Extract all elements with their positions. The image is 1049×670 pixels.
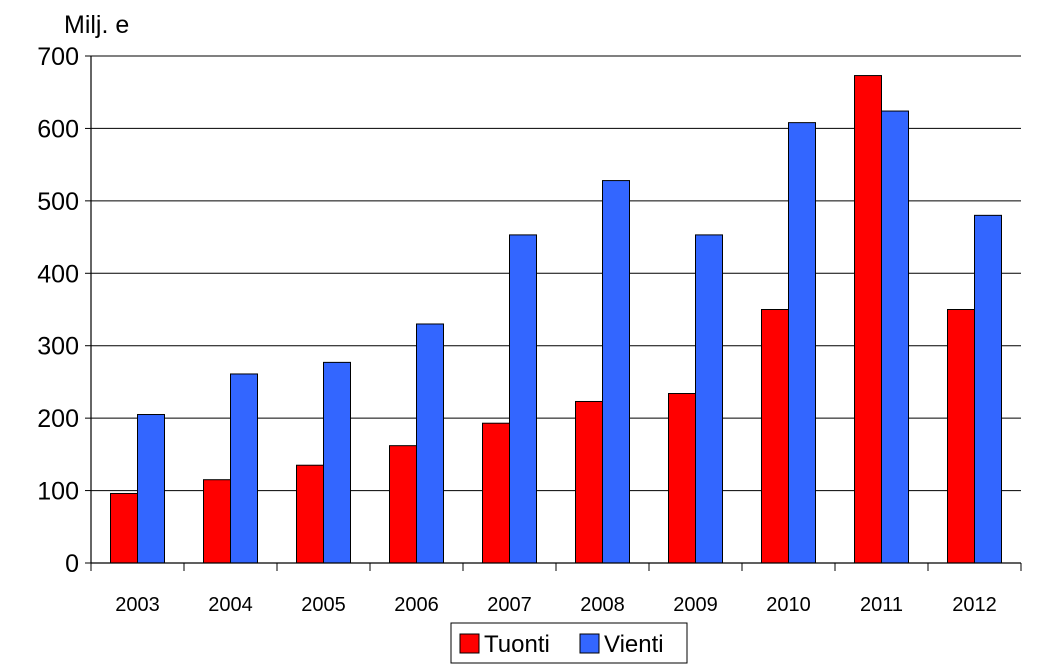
bar-tuonti-2011: [854, 75, 882, 564]
bar-vienti-2010: [788, 122, 816, 564]
x-tick-label: 2009: [673, 594, 718, 616]
bar-series: [110, 75, 1002, 564]
y-tick-label: 300: [37, 333, 79, 361]
x-tick-label: 2004: [208, 594, 253, 616]
x-tick-label: 2006: [394, 594, 439, 616]
x-tick-label: 2007: [487, 594, 532, 616]
y-tick-label: 600: [37, 115, 79, 143]
bar-vienti-2009: [695, 234, 723, 564]
bar-tuonti-2005: [296, 464, 324, 564]
x-tick-label: 2005: [301, 594, 346, 616]
legend-swatch-tuonti: [459, 633, 480, 654]
bar-tuonti-2003: [110, 492, 138, 564]
bar-vienti-2011: [881, 110, 909, 564]
legend: Tuonti Vienti: [450, 622, 688, 664]
bar-tuonti-2006: [389, 445, 417, 564]
y-axis-ticks: 0 100 200 300 400 500 600 700: [37, 43, 79, 578]
y-tick-label: 700: [37, 43, 79, 71]
bar-tuonti-2004: [203, 479, 231, 564]
legend-swatch-vienti: [579, 633, 600, 654]
y-tick-label: 200: [37, 405, 79, 433]
y-tick-label: 400: [37, 260, 79, 288]
x-tick-label: 2008: [580, 594, 625, 616]
bar-vienti-2003: [137, 414, 165, 564]
y-tick-label: 0: [65, 550, 79, 578]
bar-tuonti-2009: [668, 393, 696, 564]
bar-tuonti-2010: [761, 309, 789, 564]
bar-vienti-2005: [323, 361, 351, 564]
bar-vienti-2006: [416, 323, 444, 564]
y-axis-unit-label: Milj. e: [64, 11, 129, 39]
bar-tuonti-2012: [947, 309, 975, 564]
legend-label-vienti: Vienti: [604, 631, 664, 658]
x-tick-label: 2010: [766, 594, 811, 616]
axes: [85, 55, 1022, 571]
x-tick-label: 2003: [115, 594, 160, 616]
y-tick-label: 100: [37, 478, 79, 506]
legend-label-tuonti: Tuonti: [484, 631, 550, 658]
legend-box: [450, 622, 688, 664]
bar-tuonti-2008: [575, 400, 603, 564]
bar-vienti-2007: [509, 234, 537, 564]
bar-vienti-2012: [974, 214, 1002, 564]
bar-vienti-2008: [602, 180, 630, 564]
bar-tuonti-2007: [482, 422, 510, 564]
x-tick-label: 2012: [952, 594, 997, 616]
x-axis-ticks: 2003 2004 2005 2006 2007 2008 2009 2010 2011 2012: [115, 594, 997, 616]
y-tick-label: 500: [37, 188, 79, 216]
bar-vienti-2004: [230, 373, 258, 564]
x-tick-label: 2011: [860, 594, 903, 616]
